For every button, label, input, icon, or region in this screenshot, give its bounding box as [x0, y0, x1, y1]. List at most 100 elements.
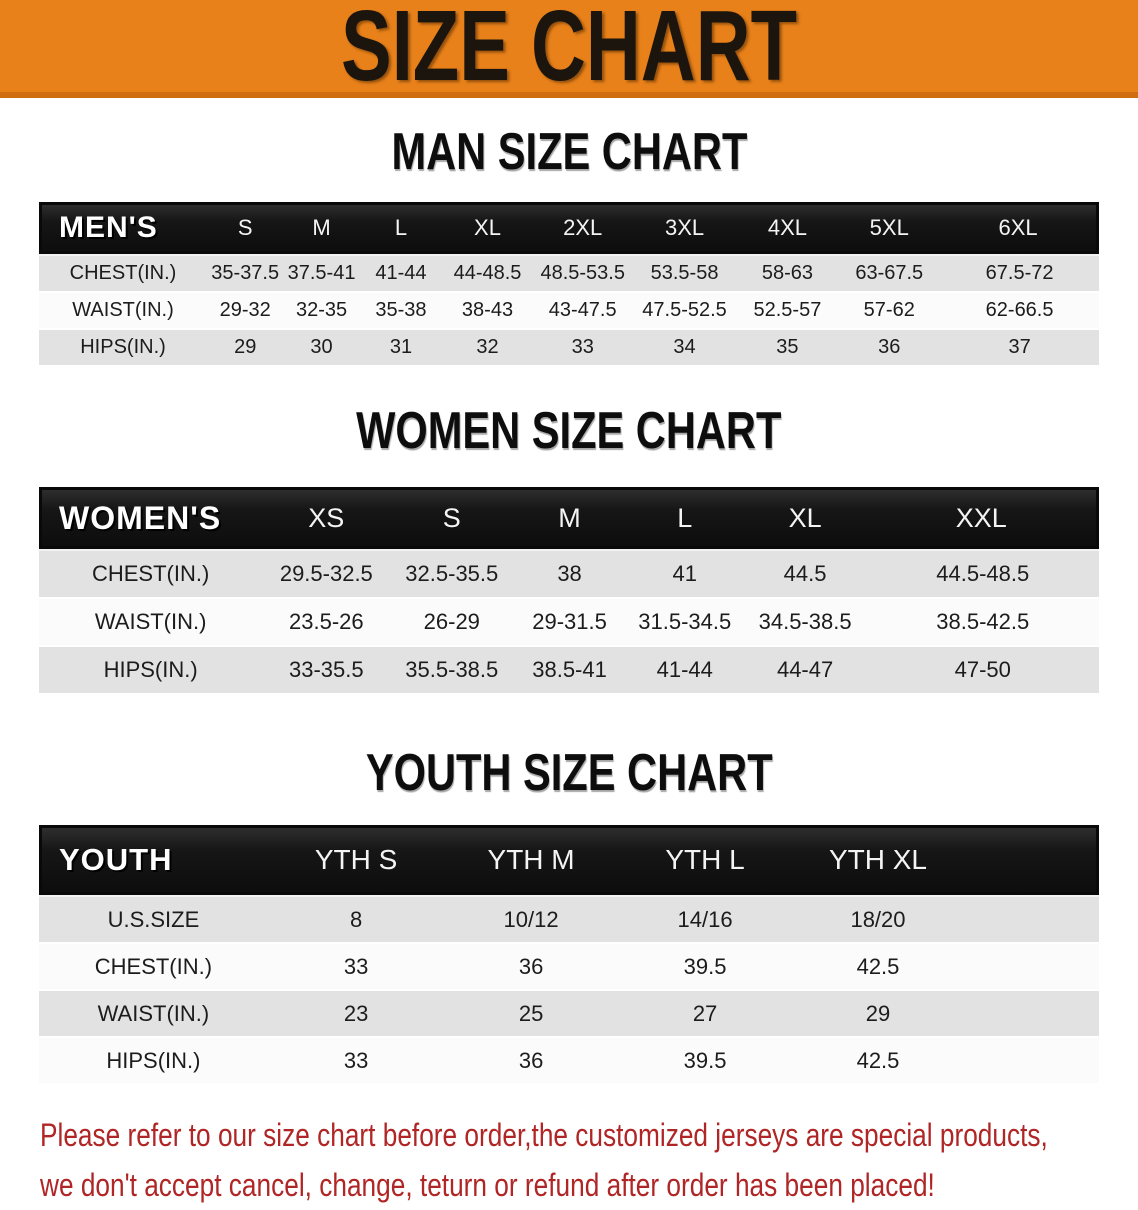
cell: 35.5-38.5	[390, 647, 514, 695]
cell: 53.5-58	[632, 254, 737, 293]
cell: 42.5	[792, 944, 964, 991]
column-header: 6XL	[940, 202, 1099, 254]
cell: 39.5	[617, 1038, 793, 1085]
cell: 10/12	[444, 895, 618, 944]
cell: 31.5-34.5	[625, 599, 744, 647]
cell	[963, 895, 1099, 944]
men-section-heading: MAN SIZE CHART	[391, 123, 747, 181]
order-notice-line1: Please refer to our size chart before or…	[40, 1117, 1048, 1153]
cell: 32-35	[283, 293, 360, 330]
cell: 8	[267, 895, 445, 944]
cell: 25	[444, 991, 618, 1038]
cell: 37.5-41	[283, 254, 360, 293]
cell: 36	[444, 1038, 618, 1085]
cell: 33	[267, 1038, 445, 1085]
column-header: 5XL	[838, 202, 941, 254]
table-label: MEN'S	[39, 202, 208, 254]
cell: 47-50	[866, 647, 1099, 695]
banner-title: SIZE CHART	[341, 0, 797, 102]
cell: 63-67.5	[838, 254, 941, 293]
cell	[963, 1038, 1099, 1085]
cell: 39.5	[617, 944, 793, 991]
cell: 32	[442, 330, 533, 367]
cell: 29	[207, 330, 284, 367]
column-header: YTH M	[444, 825, 618, 895]
row-label: HIPS(IN.)	[39, 647, 263, 695]
cell: 29-32	[207, 293, 284, 330]
youth-size-table: YOUTH YTH S YTH M YTH L YTH XL U.S.SIZE 8 10/12…	[39, 825, 1099, 1085]
table-row: HIPS(IN.) 33-35.5 35.5-38.5 38.5-41 41-44 44-…	[39, 647, 1099, 695]
cell: 44-47	[743, 647, 867, 695]
cell: 67.5-72	[940, 254, 1099, 293]
row-label: HIPS(IN.)	[39, 1038, 268, 1085]
size-chart-banner: SIZE CHART	[0, 0, 1138, 98]
cell: 23.5-26	[262, 599, 391, 647]
cell: 33	[532, 330, 633, 367]
table-row: U.S.SIZE 8 10/12 14/16 18/20	[39, 895, 1099, 944]
column-header: 2XL	[532, 202, 633, 254]
cell: 37	[940, 330, 1099, 367]
cell: 29.5-32.5	[262, 549, 391, 599]
row-label: WAIST(IN.)	[39, 293, 208, 330]
table-row: HIPS(IN.) 33 36 39.5 42.5	[39, 1038, 1099, 1085]
cell	[963, 944, 1099, 991]
cell: 35-38	[359, 293, 443, 330]
cell: 33	[267, 944, 445, 991]
cell: 29-31.5	[513, 599, 626, 647]
cell: 34.5-38.5	[743, 599, 867, 647]
cell: 30	[283, 330, 360, 367]
cell: 41-44	[359, 254, 443, 293]
column-header	[963, 825, 1099, 895]
column-header: L	[625, 487, 744, 549]
column-header: YTH S	[267, 825, 445, 895]
column-header: 3XL	[632, 202, 737, 254]
order-notice: Please refer to our size chart before or…	[40, 1111, 1138, 1210]
column-header: S	[207, 202, 284, 254]
cell: 48.5-53.5	[532, 254, 633, 293]
cell: 57-62	[838, 293, 941, 330]
cell: 29	[792, 991, 964, 1038]
header-row: YOUTH YTH S YTH M YTH L YTH XL	[39, 825, 1099, 895]
cell: 27	[617, 991, 793, 1038]
column-header: YTH XL	[792, 825, 964, 895]
youth-section-heading: YOUTH SIZE CHART	[365, 744, 773, 802]
table-row: CHEST(IN.) 29.5-32.5 32.5-35.5 38 41 44.5 44.5…	[39, 549, 1099, 599]
cell: 14/16	[617, 895, 793, 944]
column-header: S	[390, 487, 514, 549]
row-label: WAIST(IN.)	[39, 991, 268, 1038]
cell: 35	[736, 330, 839, 367]
cell: 38	[513, 549, 626, 599]
column-header: 4XL	[736, 202, 839, 254]
table-row: WAIST(IN.) 23 25 27 29	[39, 991, 1099, 1038]
cell: 18/20	[792, 895, 964, 944]
column-header: L	[359, 202, 443, 254]
cell: 62-66.5	[940, 293, 1099, 330]
men-size-table: MEN'S S M L XL 2XL 3XL 4XL 5XL 6XL CHEST(IN.) 35-37…	[39, 202, 1099, 367]
cell: 47.5-52.5	[632, 293, 737, 330]
row-label: HIPS(IN.)	[39, 330, 208, 367]
cell: 33-35.5	[262, 647, 391, 695]
cell: 42.5	[792, 1038, 964, 1085]
row-label: CHEST(IN.)	[39, 944, 268, 991]
cell: 44.5-48.5	[866, 549, 1099, 599]
header-row: WOMEN'S XS S M L XL XXL	[39, 487, 1099, 549]
women-size-table: WOMEN'S XS S M L XL XXL CHEST(IN.) 29.5-32.5 32.5…	[39, 487, 1099, 695]
column-header: XXL	[866, 487, 1099, 549]
header-row: MEN'S S M L XL 2XL 3XL 4XL 5XL 6XL	[39, 202, 1099, 254]
cell: 58-63	[736, 254, 839, 293]
cell: 43-47.5	[532, 293, 633, 330]
cell: 36	[444, 944, 618, 991]
cell: 44.5	[743, 549, 867, 599]
cell: 38.5-42.5	[866, 599, 1099, 647]
column-header: XL	[743, 487, 867, 549]
women-section-heading: WOMEN SIZE CHART	[356, 402, 782, 460]
column-header: M	[283, 202, 360, 254]
cell: 34	[632, 330, 737, 367]
table-row: WAIST(IN.) 23.5-26 26-29 29-31.5 31.5-34.5 34…	[39, 599, 1099, 647]
cell: 52.5-57	[736, 293, 839, 330]
row-label: CHEST(IN.)	[39, 254, 208, 293]
table-row: HIPS(IN.) 29 30 31 32 33 34 35 36 37	[39, 330, 1099, 367]
row-label: CHEST(IN.)	[39, 549, 263, 599]
cell: 38.5-41	[513, 647, 626, 695]
table-row: WAIST(IN.) 29-32 32-35 35-38 38-43 43-47.5 47.…	[39, 293, 1099, 330]
